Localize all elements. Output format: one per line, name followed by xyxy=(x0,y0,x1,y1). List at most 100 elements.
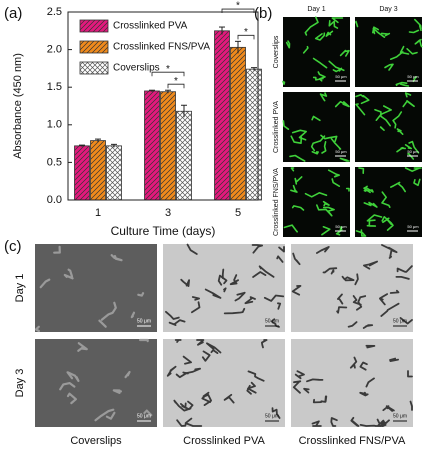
cell xyxy=(354,273,359,286)
cell xyxy=(173,399,192,412)
x-axis-title: Culture Time (days) xyxy=(111,224,216,238)
cell xyxy=(124,370,131,379)
cell xyxy=(319,92,328,102)
cell xyxy=(349,356,358,369)
cell xyxy=(176,419,187,427)
cell xyxy=(263,294,285,302)
cell xyxy=(412,76,417,83)
cell xyxy=(294,370,305,380)
cell xyxy=(395,81,408,87)
cell xyxy=(330,137,342,150)
cell xyxy=(306,378,324,383)
cell xyxy=(342,101,350,108)
cell xyxy=(168,319,186,326)
cell xyxy=(186,243,198,255)
cell xyxy=(303,387,310,394)
cell xyxy=(290,184,298,193)
cell xyxy=(337,293,344,305)
cell xyxy=(350,416,360,427)
sem-image xyxy=(163,244,285,332)
error-bar xyxy=(149,89,155,92)
cell xyxy=(365,377,375,388)
y-tick-label: 0.0 xyxy=(47,194,62,206)
cell xyxy=(380,32,391,37)
cell xyxy=(252,271,267,278)
cell xyxy=(395,276,410,280)
cell xyxy=(389,51,404,60)
cell xyxy=(310,135,326,152)
cell xyxy=(385,405,395,412)
cell xyxy=(217,274,228,286)
significance-bracket xyxy=(167,83,185,89)
cell xyxy=(363,185,371,194)
cell xyxy=(345,187,350,192)
cell xyxy=(223,287,227,293)
cell xyxy=(39,278,51,289)
panel-label: (c) xyxy=(4,238,22,255)
cell xyxy=(381,216,394,231)
cell xyxy=(292,380,302,394)
cell xyxy=(327,169,340,178)
cell xyxy=(204,288,222,299)
significance-label: * xyxy=(244,27,248,38)
column-label: Crosslinked PVA xyxy=(183,435,265,447)
bar xyxy=(176,110,192,201)
cell xyxy=(94,408,115,422)
cell xyxy=(384,63,394,71)
cell xyxy=(339,49,350,57)
cell xyxy=(388,250,393,259)
y-tick-label: 2.5 xyxy=(47,6,62,18)
significance-bracket xyxy=(151,71,185,77)
cell xyxy=(98,319,107,328)
fluorescence-image xyxy=(283,17,350,87)
cell xyxy=(276,255,284,263)
cell xyxy=(328,20,339,29)
cell xyxy=(191,296,200,301)
cell xyxy=(382,217,393,226)
error-bar xyxy=(165,89,171,94)
cell xyxy=(398,183,406,193)
cell xyxy=(399,317,413,325)
column-label: Day 1 xyxy=(307,6,325,13)
cell xyxy=(335,226,343,236)
bar xyxy=(90,140,106,201)
cell xyxy=(282,80,286,85)
cell xyxy=(355,229,367,237)
cell xyxy=(407,152,415,160)
error-bar xyxy=(181,104,187,118)
sem-image xyxy=(35,244,157,332)
legend-label: Coverslips xyxy=(113,63,160,74)
cell xyxy=(234,291,246,302)
cell xyxy=(271,407,281,419)
cell xyxy=(406,48,418,55)
bar xyxy=(246,68,262,201)
cell xyxy=(360,94,370,105)
panel-label: (b) xyxy=(254,5,272,22)
cell xyxy=(355,94,364,98)
cell xyxy=(53,245,61,254)
significance-bracket xyxy=(237,34,255,40)
cell xyxy=(312,76,324,81)
cell xyxy=(359,361,368,371)
cell xyxy=(352,295,362,306)
cell xyxy=(283,224,298,233)
scale-bar-label: 50 μm xyxy=(335,224,347,229)
column-label: Coverslips xyxy=(70,435,122,447)
cell xyxy=(304,192,328,198)
cell xyxy=(206,342,222,354)
cell xyxy=(302,45,309,54)
cell xyxy=(201,350,211,362)
bar xyxy=(74,145,90,201)
error-bar xyxy=(111,143,117,148)
cell xyxy=(321,226,331,236)
cell xyxy=(407,370,413,378)
scale-bar-label: 50 μm xyxy=(335,74,347,79)
cell xyxy=(105,411,116,420)
cell xyxy=(399,83,410,87)
cell xyxy=(392,111,403,129)
error-bar xyxy=(219,26,225,35)
row-label: Crosslinked FNS/PVA xyxy=(273,168,280,236)
row-label: Day 1 xyxy=(14,274,26,303)
scale-bar-label: 50 μm xyxy=(335,149,347,154)
cell xyxy=(229,274,239,286)
